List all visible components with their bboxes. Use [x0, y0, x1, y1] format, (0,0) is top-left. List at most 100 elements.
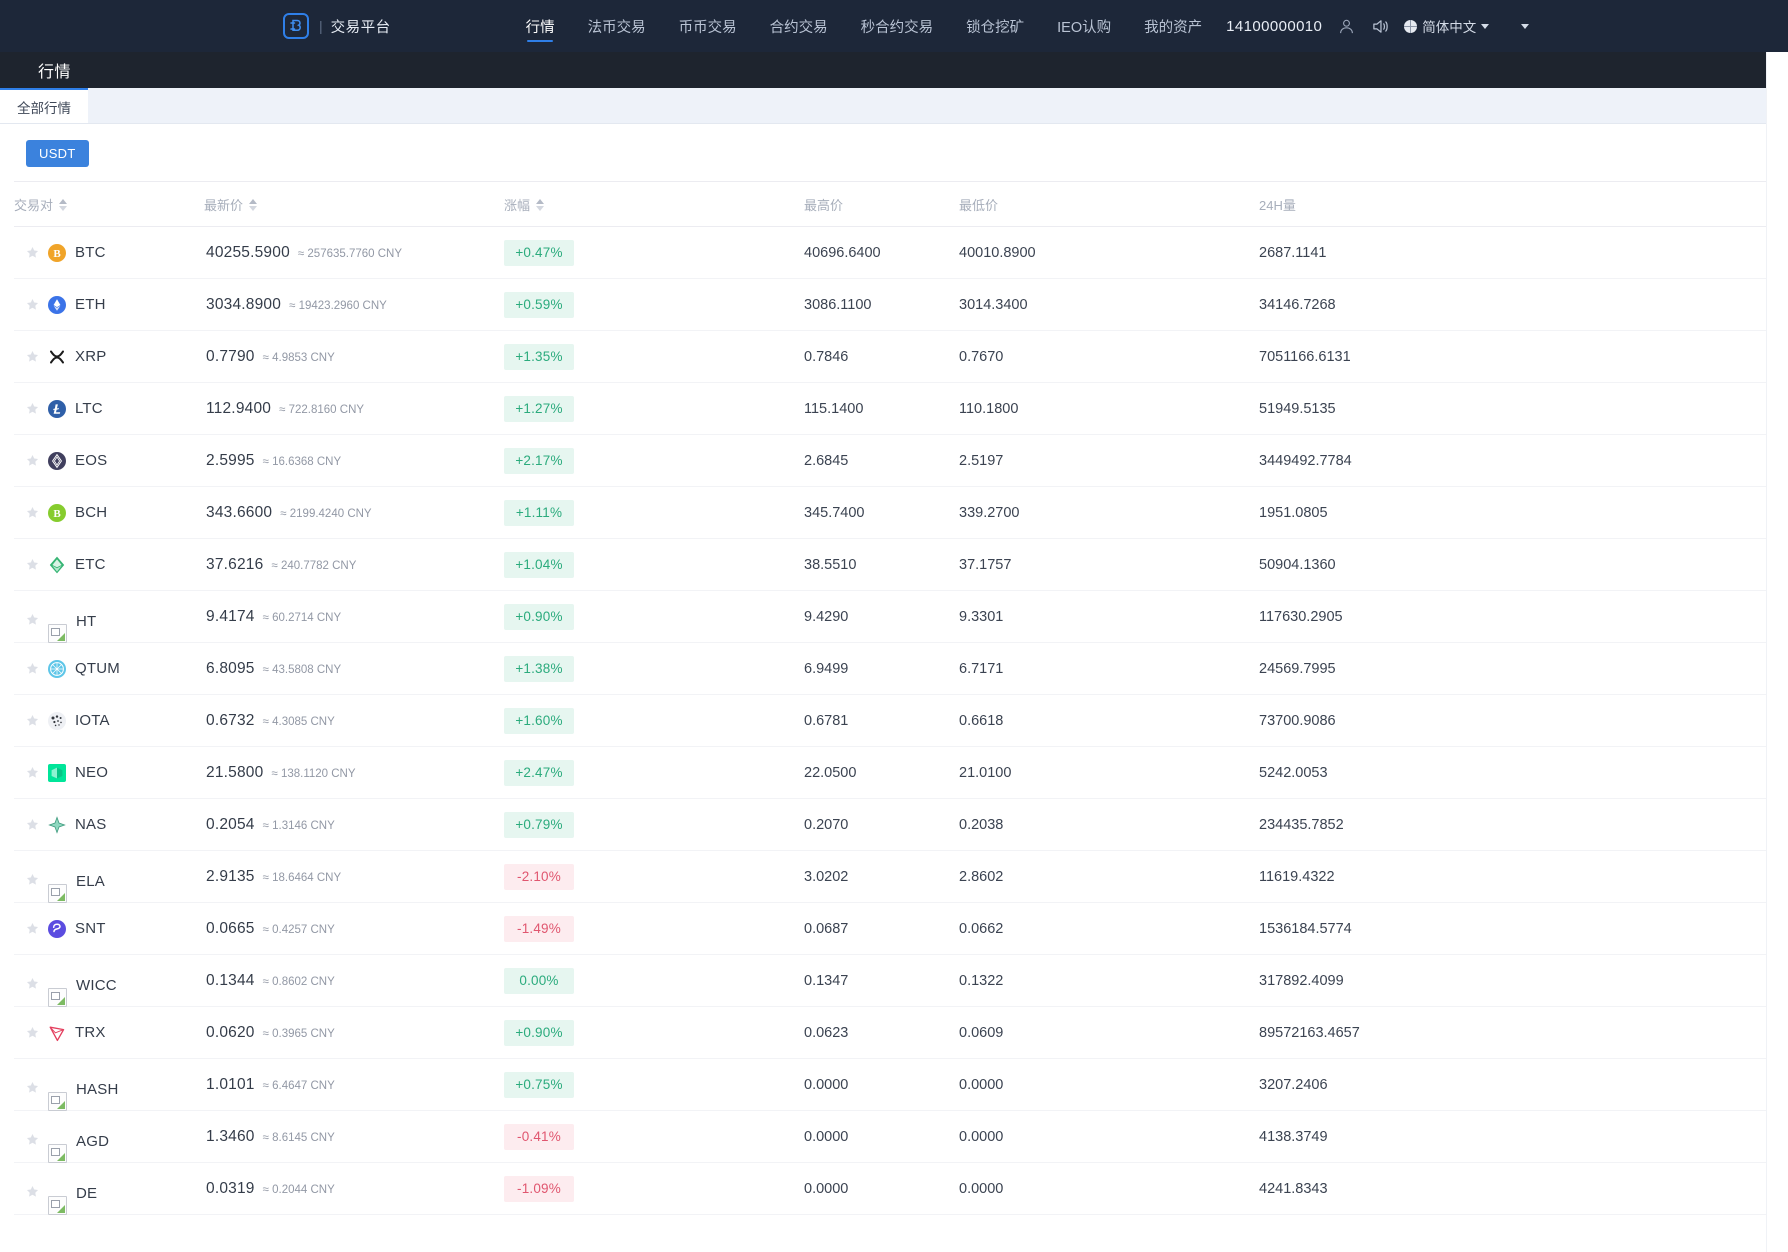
table-row[interactable]: ETC 37.6216 ≈ 240.7782 CNY +1.04% 38.5510 37.… — [14, 538, 1774, 591]
table-row[interactable]: DE 0.0319 ≈ 0.2044 CNY -1.09% 0.0000 0.0000 42… — [14, 1162, 1774, 1215]
favorite-star-icon[interactable] — [26, 246, 39, 259]
cell-volume: 1536184.5774 — [1259, 902, 1774, 955]
favorite-star-icon[interactable] — [26, 1081, 39, 1094]
table-row[interactable]: LTC 112.9400 ≈ 722.8160 CNY +1.27% 115.1400 1… — [14, 382, 1774, 435]
table-row[interactable]: SNT 0.0665 ≈ 0.4257 CNY -1.49% 0.0687 0.0662 1… — [14, 902, 1774, 955]
favorite-star-icon[interactable] — [26, 977, 39, 990]
cell-high: 40696.6400 — [804, 226, 959, 279]
pair-symbol: EOS — [75, 452, 108, 469]
cell-pair: ETC — [14, 538, 204, 591]
sound-announcement-icon[interactable] — [1370, 16, 1390, 36]
favorite-star-icon[interactable] — [26, 714, 39, 727]
favorite-star-icon[interactable] — [26, 1185, 39, 1198]
table-row[interactable]: QTUM 6.8095 ≈ 43.5808 CNY +1.38% 6.9499 6.717… — [14, 642, 1774, 695]
pair-symbol: ETC — [75, 556, 106, 573]
user-account-icon[interactable] — [1336, 16, 1356, 36]
price-cny-equivalent: ≈ 60.2714 CNY — [262, 611, 342, 624]
brand-logo-group[interactable]: | 交易平台 — [283, 13, 391, 39]
globe-icon — [1404, 19, 1418, 33]
table-row[interactable]: B BTC 40255.5900 ≈ 257635.7760 CNY +0.47% 406… — [14, 226, 1774, 279]
favorite-star-icon[interactable] — [26, 818, 39, 831]
favorite-star-icon[interactable] — [26, 350, 39, 363]
price-value: 0.2054 — [206, 815, 255, 833]
filter-usdt-button[interactable]: USDT — [26, 140, 89, 167]
qtum-coin-icon — [48, 659, 66, 678]
price-value: 343.6600 — [206, 503, 273, 521]
favorite-star-icon[interactable] — [26, 558, 39, 571]
cell-volume: 117630.2905 — [1259, 590, 1774, 643]
cell-price: 6.8095 ≈ 43.5808 CNY — [204, 642, 504, 695]
table-row[interactable]: HT 9.4174 ≈ 60.2714 CNY +0.90% 9.4290 9.3301 1… — [14, 590, 1774, 643]
table-header-row: 交易对 最新价 涨幅 最高价 最低价 24H量 — [14, 181, 1774, 227]
tab-all-markets[interactable]: 全部行情 — [0, 88, 88, 123]
overflow-chevron-down-icon[interactable] — [1521, 23, 1530, 29]
table-row[interactable]: WICC 0.1344 ≈ 0.8602 CNY 0.00% 0.1347 0.1322 3… — [14, 954, 1774, 1007]
scrollbar-track-top[interactable] — [1766, 52, 1788, 88]
table-row[interactable]: IOTA 0.6732 ≈ 4.3085 CNY +1.60% 0.6781 0.6618… — [14, 694, 1774, 747]
nav-item-4[interactable]: 秒合约交易 — [860, 19, 934, 36]
table-row[interactable]: TRX 0.0620 ≈ 0.3965 CNY +0.90% 0.0623 0.0609 8… — [14, 1006, 1774, 1059]
ltc-coin-icon — [48, 399, 66, 418]
nav-item-6[interactable]: IEO认购 — [1057, 19, 1112, 36]
cell-change: +1.60% — [504, 694, 804, 747]
pair-symbol: BCH — [75, 504, 108, 521]
table-row[interactable]: EOS 2.5995 ≈ 16.6368 CNY +2.17% 2.6845 2.5197… — [14, 434, 1774, 487]
price-value: 1.0101 — [206, 1075, 255, 1093]
favorite-star-icon[interactable] — [26, 1133, 39, 1146]
price-value: 21.5800 — [206, 763, 264, 781]
table-row[interactable]: NAS 0.2054 ≈ 1.3146 CNY +0.79% 0.2070 0.2038 2… — [14, 798, 1774, 851]
brand-separator: | — [319, 18, 323, 34]
sort-toggle-icon[interactable] — [249, 198, 258, 211]
brand-name: 交易平台 — [330, 19, 391, 36]
table-row[interactable]: ETH 3034.8900 ≈ 19423.2960 CNY +0.59% 3086.1… — [14, 278, 1774, 331]
table-row[interactable]: B BCH 343.6600 ≈ 2199.4240 CNY +1.11% 345.740… — [14, 486, 1774, 539]
table-row[interactable]: HASH 1.0101 ≈ 6.4647 CNY +0.75% 0.0000 0.0000… — [14, 1058, 1774, 1111]
cell-low: 0.2038 — [959, 798, 1259, 851]
cell-change: +0.59% — [504, 278, 804, 331]
favorite-star-icon[interactable] — [26, 402, 39, 415]
table-row[interactable]: NEO 21.5800 ≈ 138.1120 CNY +2.47% 22.0500 21.… — [14, 746, 1774, 799]
language-selector[interactable]: 简体中文 — [1404, 16, 1490, 36]
column-header-volume: 24H量 — [1259, 181, 1774, 227]
platform-logo-icon — [283, 13, 309, 39]
column-header-pair[interactable]: 交易对 — [14, 181, 204, 227]
favorite-star-icon[interactable] — [26, 922, 39, 935]
favorite-star-icon[interactable] — [26, 454, 39, 467]
cell-volume: 3449492.7784 — [1259, 434, 1774, 487]
price-value: 2.5995 — [206, 451, 255, 469]
sort-toggle-icon[interactable] — [536, 198, 545, 211]
cell-high: 2.6845 — [804, 434, 959, 487]
favorite-star-icon[interactable] — [26, 506, 39, 519]
favorite-star-icon[interactable] — [26, 873, 39, 886]
page-titlebar: 行情 — [0, 52, 1788, 88]
column-header-change[interactable]: 涨幅 — [504, 181, 804, 227]
cell-pair: B BTC — [14, 226, 204, 279]
cell-low: 0.0000 — [959, 1162, 1259, 1215]
cell-volume: 50904.1360 — [1259, 538, 1774, 591]
sort-toggle-icon[interactable] — [59, 198, 68, 211]
favorite-star-icon[interactable] — [26, 298, 39, 311]
table-row[interactable]: XRP 0.7790 ≈ 4.9853 CNY +1.35% 0.7846 0.7670 7… — [14, 330, 1774, 383]
cell-price: 9.4174 ≈ 60.2714 CNY — [204, 590, 504, 643]
nav-item-0[interactable]: 行情 — [526, 0, 555, 52]
cell-change: 0.00% — [504, 954, 804, 1007]
change-badge: +1.38% — [504, 655, 574, 682]
favorite-star-icon[interactable] — [26, 613, 39, 626]
change-badge: +1.04% — [504, 551, 574, 578]
cell-price: 0.0319 ≈ 0.2044 CNY — [204, 1162, 504, 1215]
cell-high: 0.0623 — [804, 1006, 959, 1059]
favorite-star-icon[interactable] — [26, 662, 39, 675]
column-header-high: 最高价 — [804, 181, 959, 227]
scrollbar-track-tabstrip[interactable] — [1766, 88, 1788, 123]
table-row[interactable]: ELA 2.9135 ≈ 18.6464 CNY -2.10% 3.0202 2.8602… — [14, 850, 1774, 903]
nav-item-2[interactable]: 币币交易 — [678, 19, 737, 36]
column-header-price[interactable]: 最新价 — [204, 181, 504, 227]
cell-pair: EOS — [14, 434, 204, 487]
nav-item-3[interactable]: 合约交易 — [769, 19, 828, 36]
favorite-star-icon[interactable] — [26, 1026, 39, 1039]
table-row[interactable]: AGD 1.3460 ≈ 8.6145 CNY -0.41% 0.0000 0.0000 4… — [14, 1110, 1774, 1163]
nav-item-7[interactable]: 我的资产 — [1144, 19, 1203, 36]
favorite-star-icon[interactable] — [26, 766, 39, 779]
nav-item-5[interactable]: 锁仓挖矿 — [966, 19, 1025, 36]
nav-item-1[interactable]: 法币交易 — [587, 19, 646, 36]
